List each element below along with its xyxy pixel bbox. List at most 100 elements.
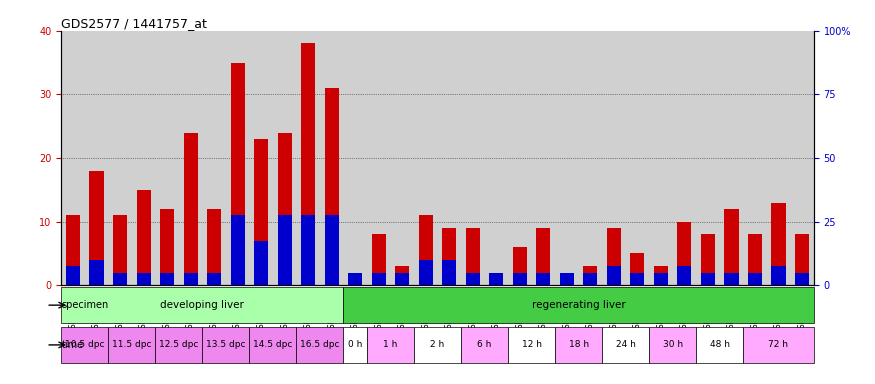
Bar bbox=[790, 31, 814, 285]
Bar bbox=[254, 241, 269, 285]
Bar bbox=[320, 31, 344, 285]
Bar bbox=[654, 273, 668, 285]
Bar bbox=[696, 31, 720, 285]
Bar bbox=[231, 63, 245, 285]
Bar bbox=[508, 31, 532, 285]
Bar bbox=[630, 273, 645, 285]
Bar bbox=[720, 31, 743, 285]
Bar bbox=[626, 31, 649, 285]
Text: 30 h: 30 h bbox=[662, 340, 682, 349]
Bar bbox=[108, 31, 132, 285]
Bar bbox=[748, 273, 762, 285]
FancyBboxPatch shape bbox=[202, 327, 249, 363]
Bar bbox=[202, 31, 226, 285]
Bar bbox=[89, 260, 103, 285]
Text: 72 h: 72 h bbox=[768, 340, 788, 349]
Bar bbox=[513, 247, 527, 285]
Text: specimen: specimen bbox=[62, 300, 109, 310]
Bar bbox=[649, 31, 673, 285]
Text: 2 h: 2 h bbox=[430, 340, 444, 349]
Bar bbox=[160, 209, 174, 285]
Bar bbox=[325, 88, 339, 285]
Text: developing liver: developing liver bbox=[160, 300, 244, 310]
FancyBboxPatch shape bbox=[555, 327, 602, 363]
Bar bbox=[61, 31, 85, 285]
Bar bbox=[466, 228, 480, 285]
FancyBboxPatch shape bbox=[61, 287, 344, 323]
FancyBboxPatch shape bbox=[344, 327, 367, 363]
Text: 11.5 dpc: 11.5 dpc bbox=[112, 340, 151, 349]
Bar bbox=[536, 273, 550, 285]
Bar bbox=[249, 31, 273, 285]
FancyBboxPatch shape bbox=[414, 327, 461, 363]
Bar bbox=[301, 215, 315, 285]
Bar bbox=[136, 190, 150, 285]
Bar bbox=[66, 215, 80, 285]
Bar bbox=[419, 260, 433, 285]
Bar bbox=[390, 31, 414, 285]
FancyBboxPatch shape bbox=[61, 327, 108, 363]
Bar bbox=[654, 266, 668, 285]
Bar bbox=[136, 273, 150, 285]
Bar bbox=[560, 279, 574, 285]
FancyBboxPatch shape bbox=[156, 327, 202, 363]
Bar bbox=[207, 273, 221, 285]
FancyBboxPatch shape bbox=[602, 327, 649, 363]
Text: 24 h: 24 h bbox=[616, 340, 635, 349]
Text: 10.5 dpc: 10.5 dpc bbox=[65, 340, 104, 349]
Bar bbox=[113, 273, 127, 285]
Bar bbox=[466, 273, 480, 285]
FancyBboxPatch shape bbox=[508, 327, 555, 363]
FancyBboxPatch shape bbox=[108, 327, 156, 363]
Bar bbox=[396, 273, 410, 285]
FancyBboxPatch shape bbox=[344, 287, 814, 323]
Bar bbox=[701, 273, 715, 285]
Bar bbox=[438, 31, 461, 285]
Bar bbox=[325, 215, 339, 285]
Text: 6 h: 6 h bbox=[478, 340, 492, 349]
Bar bbox=[442, 260, 457, 285]
Bar bbox=[748, 234, 762, 285]
Bar bbox=[297, 31, 320, 285]
Bar bbox=[277, 215, 291, 285]
Bar bbox=[207, 209, 221, 285]
Bar bbox=[85, 31, 108, 285]
Bar bbox=[772, 266, 786, 285]
FancyBboxPatch shape bbox=[297, 327, 344, 363]
Bar bbox=[795, 234, 809, 285]
Bar bbox=[607, 266, 621, 285]
Bar bbox=[630, 253, 645, 285]
Bar bbox=[489, 273, 503, 285]
Bar bbox=[578, 31, 602, 285]
Bar bbox=[372, 273, 386, 285]
Bar bbox=[724, 273, 738, 285]
Bar bbox=[532, 31, 555, 285]
FancyBboxPatch shape bbox=[367, 327, 414, 363]
Bar bbox=[89, 171, 103, 285]
Text: 14.5 dpc: 14.5 dpc bbox=[253, 340, 292, 349]
Bar bbox=[677, 222, 691, 285]
Text: 16.5 dpc: 16.5 dpc bbox=[300, 340, 340, 349]
Bar bbox=[419, 215, 433, 285]
Bar bbox=[513, 273, 527, 285]
Bar bbox=[231, 215, 245, 285]
FancyBboxPatch shape bbox=[461, 327, 508, 363]
Text: 1 h: 1 h bbox=[383, 340, 397, 349]
Bar bbox=[184, 273, 198, 285]
Bar bbox=[555, 31, 578, 285]
Bar bbox=[66, 266, 80, 285]
Bar bbox=[584, 266, 598, 285]
Bar bbox=[160, 273, 174, 285]
Bar bbox=[485, 31, 508, 285]
FancyBboxPatch shape bbox=[743, 327, 814, 363]
Text: 12.5 dpc: 12.5 dpc bbox=[159, 340, 199, 349]
Bar bbox=[602, 31, 626, 285]
FancyBboxPatch shape bbox=[249, 327, 297, 363]
Bar bbox=[277, 132, 291, 285]
Bar bbox=[273, 31, 297, 285]
Bar bbox=[584, 273, 598, 285]
Bar bbox=[795, 273, 809, 285]
Bar bbox=[461, 31, 485, 285]
Bar bbox=[367, 31, 390, 285]
Bar bbox=[132, 31, 156, 285]
